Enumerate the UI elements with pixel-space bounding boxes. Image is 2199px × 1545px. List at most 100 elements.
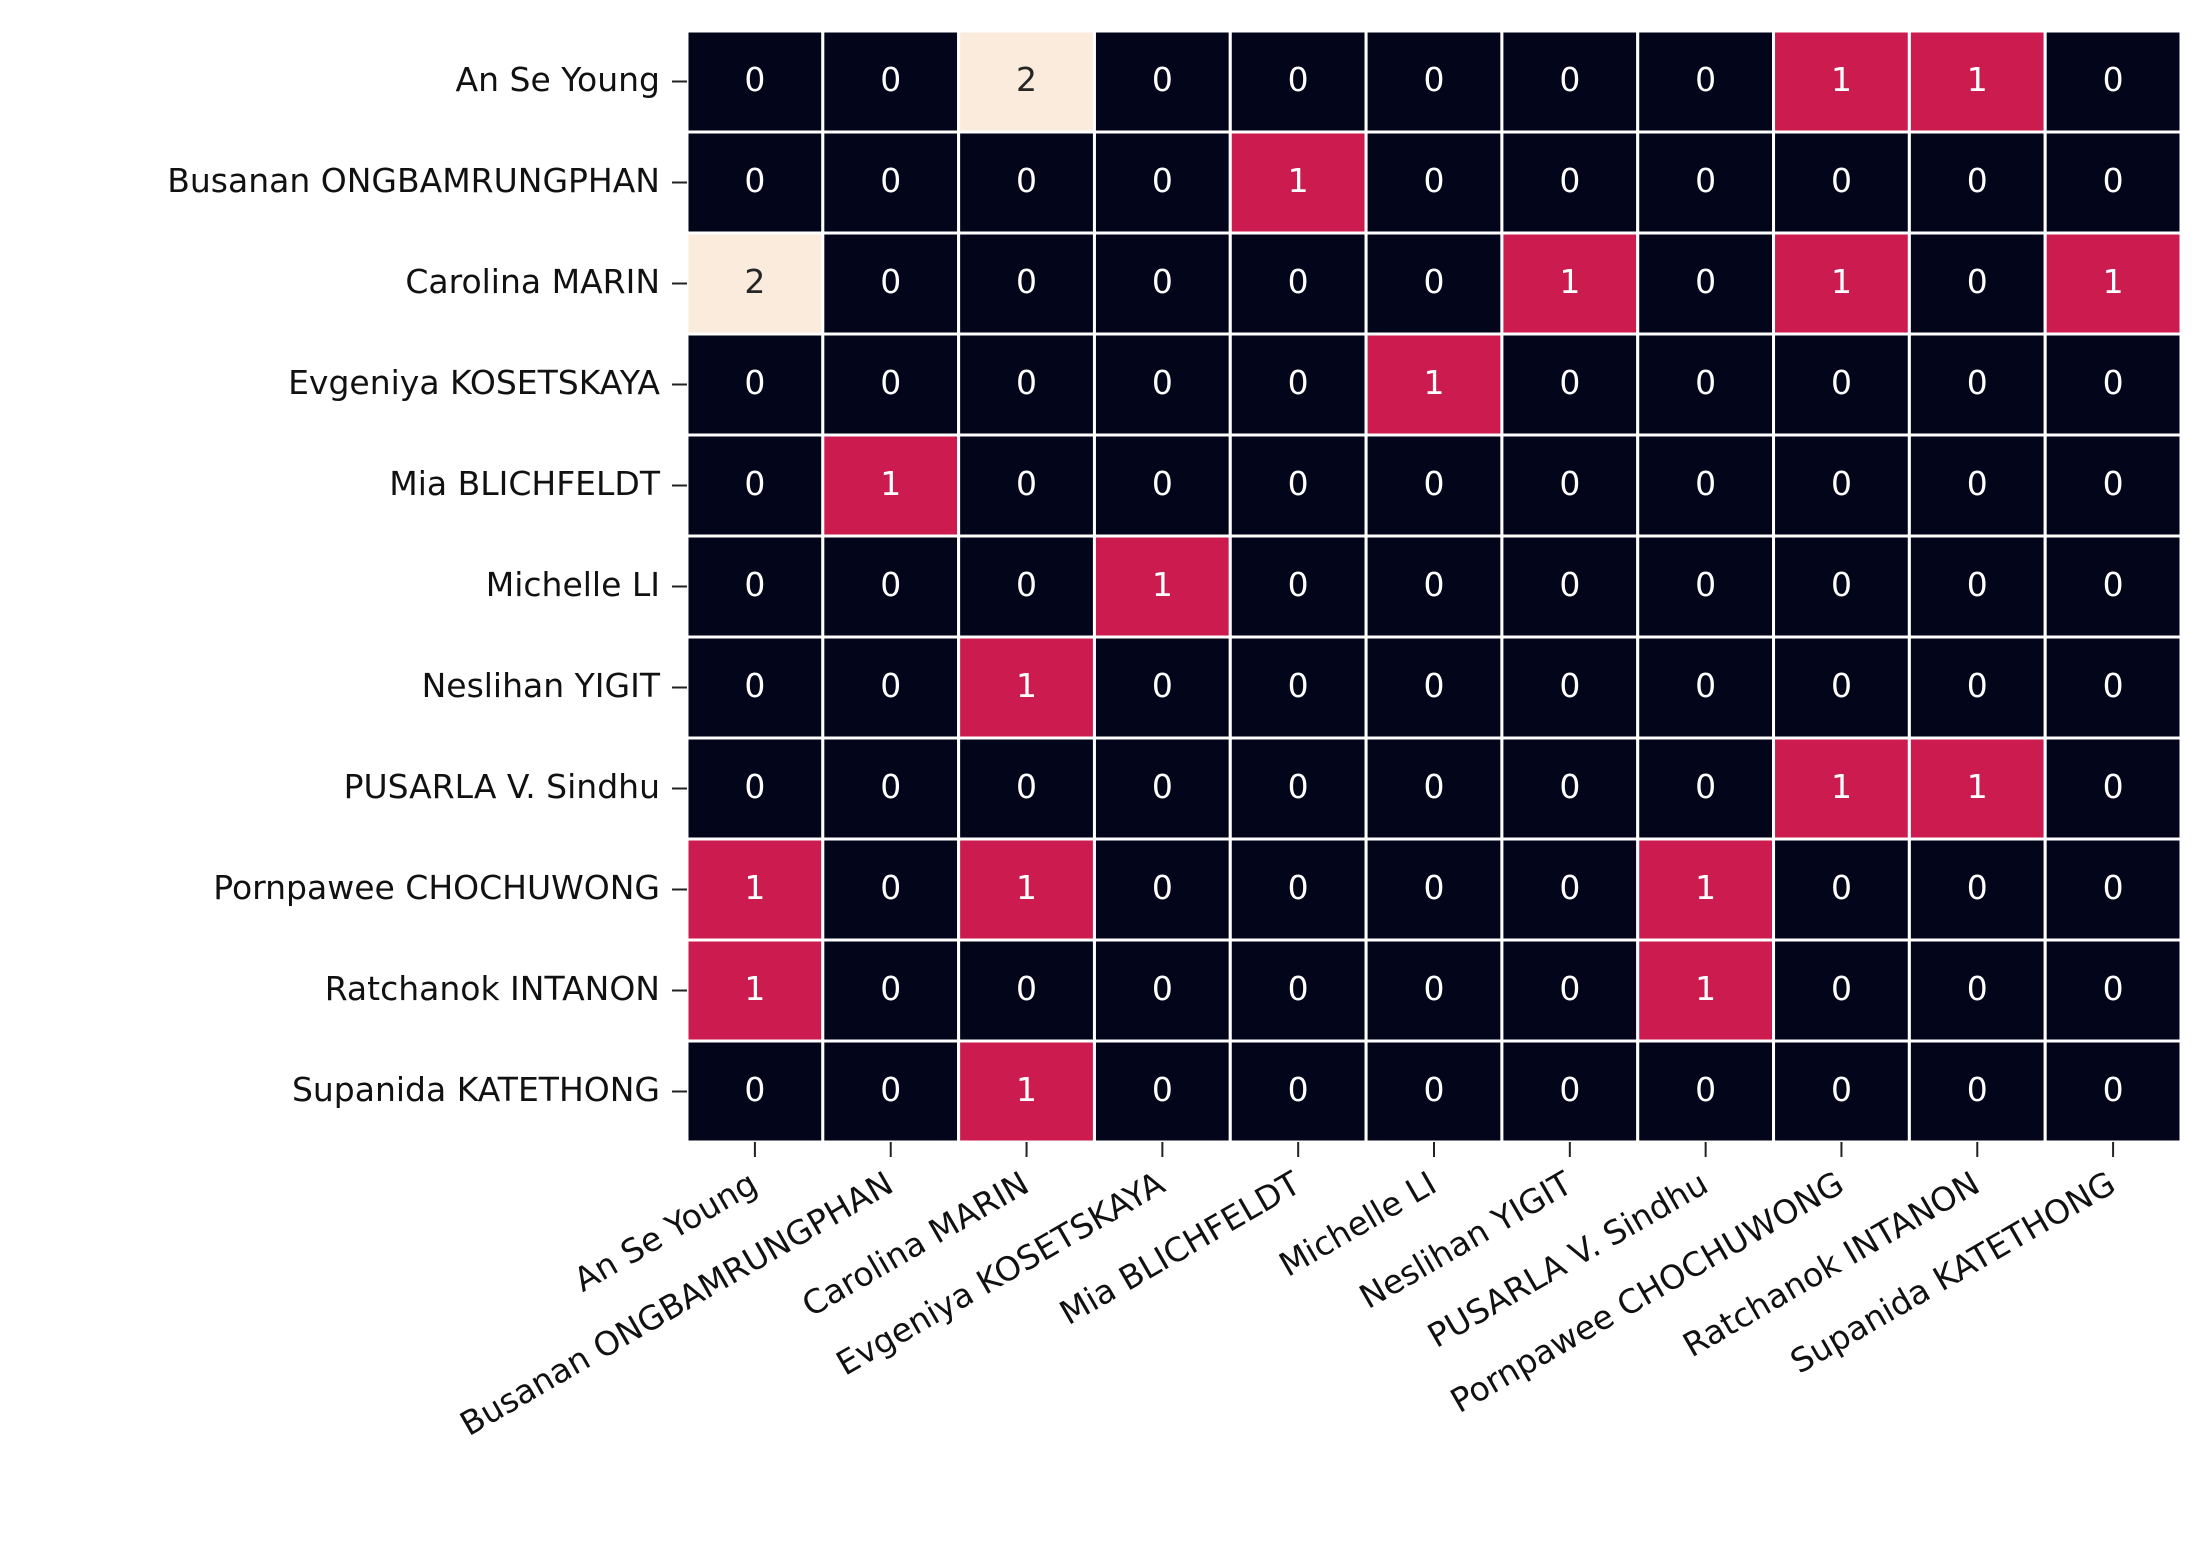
cell-label: 1 (1967, 60, 1988, 99)
cell-label: 0 (1152, 868, 1173, 907)
cell-label: 0 (1016, 161, 1037, 200)
cell-label: 0 (744, 161, 765, 200)
cell (2043, 231, 2183, 336)
cell-label: 0 (1424, 868, 1445, 907)
y-tick-label: An Se Young (456, 60, 660, 99)
cell-label: 1 (744, 868, 765, 907)
cell-label: 0 (1831, 1070, 1852, 1109)
cell-label: 0 (1695, 666, 1716, 705)
y-tick-label: Supanida KATETHONG (292, 1070, 660, 1109)
cell-label: 0 (1288, 60, 1309, 99)
cell-label: 0 (1559, 767, 1580, 806)
cell-label: 1 (2103, 262, 2124, 301)
cell (1636, 635, 1776, 740)
cell-label: 0 (1831, 161, 1852, 200)
cell-label: 0 (1288, 969, 1309, 1008)
cell-label: 0 (1831, 565, 1852, 604)
cell (1092, 635, 1232, 740)
cell (1500, 433, 1640, 538)
cell-label: 0 (744, 464, 765, 503)
cell (685, 130, 825, 235)
cell (957, 130, 1096, 235)
cell-label: 0 (1152, 767, 1173, 806)
cell-label: 0 (1152, 464, 1173, 503)
cell-label: 0 (1152, 161, 1173, 200)
cell (685, 534, 825, 639)
cell (2043, 1039, 2183, 1144)
y-tick-label: PUSARLA V. Sindhu (344, 767, 660, 806)
cell-label: 0 (1152, 60, 1173, 99)
cell (685, 837, 825, 942)
cell-label: 0 (1695, 767, 1716, 806)
cell-label: 0 (1152, 666, 1173, 705)
cell-label: 0 (2103, 868, 2124, 907)
cell-label: 1 (880, 464, 901, 503)
cell (1228, 433, 1368, 538)
cell-label: 1 (1967, 767, 1988, 806)
cell (821, 635, 961, 740)
cell-label: 0 (880, 161, 901, 200)
cell (821, 1039, 961, 1144)
y-tick-label: Pornpawee CHOCHUWONG (213, 868, 660, 907)
cell-label: 0 (880, 969, 901, 1008)
cell (1907, 635, 2047, 740)
y-tick-label: Evgeniya KOSETSKAYA (288, 363, 660, 402)
cell (1364, 635, 1504, 740)
cell (1364, 29, 1504, 134)
cell-label: 0 (744, 767, 765, 806)
cell-label: 1 (1152, 565, 1173, 604)
cell-label: 1 (1831, 262, 1852, 301)
cell (957, 837, 1096, 942)
cell-label: 0 (1424, 666, 1445, 705)
cell-label: 0 (1967, 969, 1988, 1008)
cell-label: 0 (1695, 565, 1716, 604)
cell (1092, 433, 1232, 538)
cell-label: 0 (1016, 969, 1037, 1008)
cell-label: 0 (2103, 1070, 2124, 1109)
cell-label: 0 (2103, 161, 2124, 200)
cell (821, 29, 961, 134)
cell (1772, 938, 1911, 1043)
cell-label: 1 (744, 969, 765, 1008)
cell (1092, 938, 1232, 1043)
cell-label: 0 (1559, 868, 1580, 907)
cell (1772, 332, 1911, 437)
cell (1364, 130, 1504, 235)
cell-label: 1 (1424, 363, 1445, 402)
cell (957, 938, 1096, 1043)
cell (685, 635, 825, 740)
cell (1907, 433, 2047, 538)
cell (1772, 534, 1911, 639)
cell-label: 0 (1695, 1070, 1716, 1109)
cell-label: 0 (744, 666, 765, 705)
cell-label: 0 (1559, 464, 1580, 503)
cell-label: 0 (1016, 565, 1037, 604)
cell-label: 0 (1831, 464, 1852, 503)
cell-label: 1 (1831, 767, 1852, 806)
cell-label: 0 (1152, 969, 1173, 1008)
cell-label: 0 (1559, 1070, 1580, 1109)
cell (1907, 1039, 2047, 1144)
cell-label: 1 (1559, 262, 1580, 301)
cell (1228, 736, 1368, 841)
cell-label: 0 (880, 1070, 901, 1109)
cell (2043, 635, 2183, 740)
cell (957, 635, 1096, 740)
cell (1636, 837, 1776, 942)
cell (957, 433, 1096, 538)
cell (1228, 130, 1368, 235)
cell-label: 1 (1831, 60, 1852, 99)
cell-label: 1 (1695, 868, 1716, 907)
cell-label: 0 (1559, 363, 1580, 402)
cell-label: 0 (1152, 262, 1173, 301)
cell-label: 0 (1559, 969, 1580, 1008)
cell (2043, 534, 2183, 639)
cell (685, 433, 825, 538)
cell-label: 0 (1967, 161, 1988, 200)
cell-label: 0 (744, 565, 765, 604)
cell-label: 0 (1016, 767, 1037, 806)
cell-label: 2 (1016, 60, 1037, 99)
cell (1500, 332, 1640, 437)
cell-label: 0 (1016, 262, 1037, 301)
cell (1364, 231, 1504, 336)
